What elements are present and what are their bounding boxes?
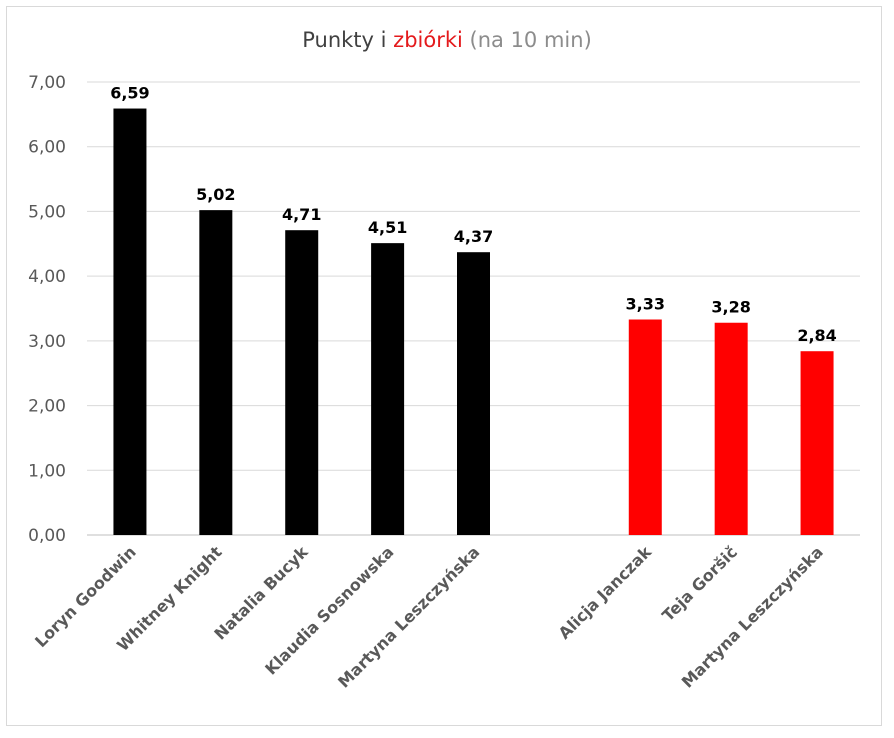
x-tick-label: Natalia Bucyk <box>210 542 311 643</box>
x-tick-label: Martyna Leszczyńska <box>678 542 827 691</box>
data-label: 5,02 <box>196 185 235 204</box>
bar <box>714 322 748 535</box>
data-label: 3,33 <box>626 295 665 314</box>
data-label: 6,59 <box>110 84 149 103</box>
title-part-points: Punkty <box>302 28 374 52</box>
bars <box>113 108 834 536</box>
y-tick-label: 5,00 <box>28 202 66 222</box>
y-tick-label: 0,00 <box>28 526 66 546</box>
x-tick-label: Alicja Janczak <box>555 542 656 643</box>
title-part-and: i <box>373 28 394 52</box>
chart-title: Punkty i zbiórki (na 10 min) <box>0 28 894 52</box>
y-tick-label: 4,00 <box>28 267 66 287</box>
data-label: 3,28 <box>711 298 750 317</box>
y-tick-label: 6,00 <box>28 138 66 158</box>
bar <box>628 319 662 535</box>
data-label: 4,37 <box>454 227 493 246</box>
x-tick-label: Teja Goršič <box>658 542 741 625</box>
data-labels: 6,59 5,02 4,71 4,51 4,37 3,33 3,28 2,84 <box>110 84 837 346</box>
y-tick-label: 2,00 <box>28 397 66 417</box>
y-axis-ticks: 0,00 1,00 2,00 3,00 4,00 5,00 6,00 7,00 <box>28 73 66 546</box>
bar <box>199 210 233 536</box>
y-tick-label: 3,00 <box>28 332 66 352</box>
bar <box>371 243 405 536</box>
title-part-per-10-min: (na 10 min) <box>462 28 592 52</box>
data-label: 4,71 <box>282 205 321 224</box>
y-tick-label: 1,00 <box>28 461 66 481</box>
y-tick-label: 7,00 <box>28 73 66 93</box>
title-part-rebounds: zbiórki <box>393 28 463 52</box>
bar <box>285 230 319 535</box>
x-tick-label: Martyna Leszczyńska <box>334 542 483 691</box>
bar <box>113 108 147 535</box>
bar <box>457 252 490 535</box>
bar <box>800 351 834 535</box>
data-label: 4,51 <box>368 218 407 237</box>
data-label: 2,84 <box>797 326 836 345</box>
